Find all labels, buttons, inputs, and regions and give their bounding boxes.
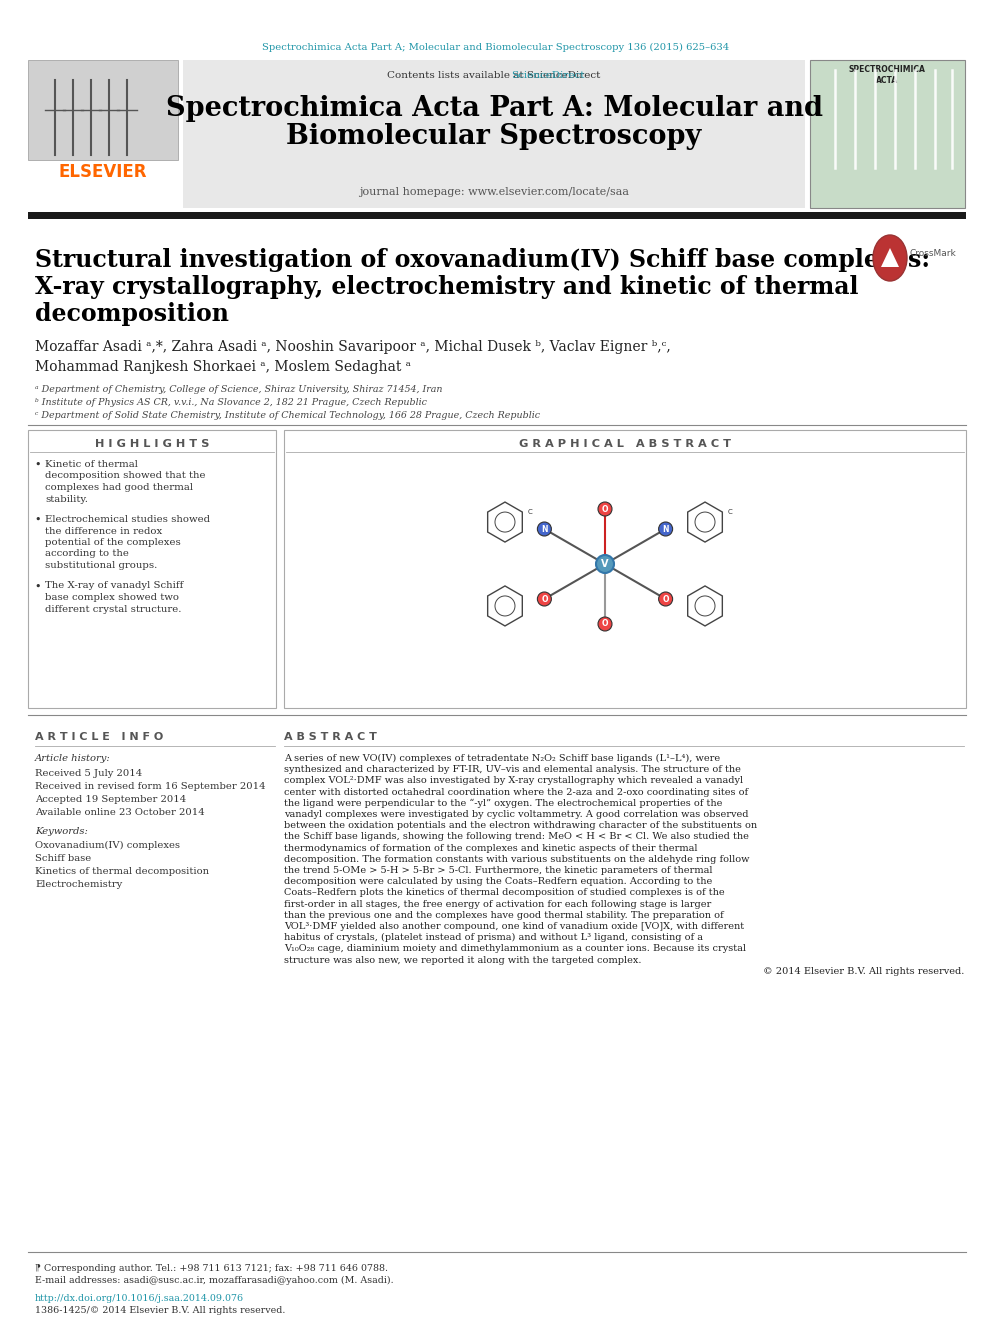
Text: decomposition were calculated by using the Coats–Redfern equation. According to : decomposition were calculated by using t…	[284, 877, 712, 886]
Text: the difference in redox: the difference in redox	[45, 527, 163, 536]
Text: H I G H L I G H T S: H I G H L I G H T S	[95, 439, 209, 448]
Circle shape	[659, 523, 673, 536]
Text: Mozaffar Asadi ᵃ,*, Zahra Asadi ᵃ, Nooshin Savaripoor ᵃ, Michal Dusek ᵇ, Vaclav : Mozaffar Asadi ᵃ,*, Zahra Asadi ᵃ, Noosh…	[35, 340, 671, 355]
Text: ᵃ Department of Chemistry, College of Science, Shiraz University, Shiraz 71454, : ᵃ Department of Chemistry, College of Sc…	[35, 385, 442, 394]
Text: Available online 23 October 2014: Available online 23 October 2014	[35, 808, 204, 818]
Circle shape	[596, 556, 614, 573]
Text: ⁋ Corresponding author. Tel.: +98 711 613 7121; fax: +98 711 646 0788.: ⁋ Corresponding author. Tel.: +98 711 61…	[35, 1263, 388, 1273]
Text: A R T I C L E   I N F O: A R T I C L E I N F O	[35, 732, 164, 742]
Bar	[28, 430, 276, 708]
Text: habitus of crystals, (platelet instead of prisma) and without L³ ligand, consist: habitus of crystals, (platelet instead o…	[284, 933, 703, 942]
Text: O: O	[602, 504, 608, 513]
Text: structure was also new, we reported it along with the targeted complex.: structure was also new, we reported it a…	[284, 955, 642, 964]
Text: Kinetic of thermal: Kinetic of thermal	[45, 460, 138, 468]
Text: Electrochemical studies showed: Electrochemical studies showed	[45, 515, 210, 524]
Text: decomposition showed that the: decomposition showed that the	[45, 471, 205, 480]
Text: O: O	[602, 619, 608, 628]
Text: Coats–Redfern plots the kinetics of thermal decomposition of studied complexes i: Coats–Redfern plots the kinetics of ther…	[284, 889, 724, 897]
Text: potential of the complexes: potential of the complexes	[45, 538, 181, 546]
Text: different crystal structure.: different crystal structure.	[45, 605, 182, 614]
Text: C: C	[528, 509, 533, 515]
Text: decomposition. The formation constants with various substituents on the aldehyde: decomposition. The formation constants w…	[284, 855, 750, 864]
Text: 1386-1425/© 2014 Elsevier B.V. All rights reserved.: 1386-1425/© 2014 Elsevier B.V. All right…	[35, 1306, 286, 1315]
Text: Biomolecular Spectroscopy: Biomolecular Spectroscopy	[287, 123, 701, 149]
Text: Structural investigation of oxovanadium(IV) Schiff base complexes:: Structural investigation of oxovanadium(…	[35, 247, 930, 273]
Text: •: •	[35, 515, 42, 525]
Text: A series of new VO(IV) complexes of tetradentate N₂O₂ Schiff base ligands (L¹–L⁴: A series of new VO(IV) complexes of tetr…	[284, 754, 720, 763]
Text: V: V	[601, 560, 609, 569]
Text: complexes had good thermal: complexes had good thermal	[45, 483, 193, 492]
Text: journal homepage: www.elsevier.com/locate/saa: journal homepage: www.elsevier.com/locat…	[359, 187, 629, 197]
Circle shape	[538, 523, 552, 536]
Text: ELSEVIER: ELSEVIER	[59, 163, 147, 181]
Text: Mohammad Ranjkesh Shorkaei ᵃ, Moslem Sedaghat ᵃ: Mohammad Ranjkesh Shorkaei ᵃ, Moslem Sed…	[35, 360, 411, 374]
Text: thermodynamics of formation of the complexes and kinetic aspects of their therma: thermodynamics of formation of the compl…	[284, 844, 697, 852]
Text: ᶜ Department of Solid State Chemistry, Institute of Chemical Technology, 166 28 : ᶜ Department of Solid State Chemistry, I…	[35, 411, 540, 419]
Text: •: •	[35, 582, 42, 591]
Text: first-order in all stages, the free energy of activation for each following stag: first-order in all stages, the free ener…	[284, 900, 711, 909]
Text: Spectrochimica Acta Part A; Molecular and Biomolecular Spectroscopy 136 (2015) 6: Spectrochimica Acta Part A; Molecular an…	[262, 42, 730, 52]
Text: •: •	[35, 460, 42, 470]
Text: ᵇ Institute of Physics AS CR, v.v.i., Na Slovance 2, 182 21 Prague, Czech Republ: ᵇ Institute of Physics AS CR, v.v.i., Na…	[35, 398, 427, 407]
Text: Kinetics of thermal decomposition: Kinetics of thermal decomposition	[35, 867, 209, 876]
Text: between the oxidation potentials and the electron withdrawing character of the s: between the oxidation potentials and the…	[284, 822, 757, 831]
Text: than the previous one and the complexes have good thermal stability. The prepara: than the previous one and the complexes …	[284, 910, 723, 919]
Text: G R A P H I C A L   A B S T R A C T: G R A P H I C A L A B S T R A C T	[519, 439, 731, 448]
Text: synthesized and characterized by FT-IR, UV–vis and elemental analysis. The struc: synthesized and characterized by FT-IR, …	[284, 765, 741, 774]
Text: http://dx.doi.org/10.1016/j.saa.2014.09.076: http://dx.doi.org/10.1016/j.saa.2014.09.…	[35, 1294, 244, 1303]
Text: O: O	[663, 594, 669, 603]
Text: base complex showed two: base complex showed two	[45, 593, 179, 602]
Text: substitutional groups.: substitutional groups.	[45, 561, 158, 570]
Text: E-mail addresses: asadi@susc.ac.ir, mozaffarasadi@yahoo.com (M. Asadi).: E-mail addresses: asadi@susc.ac.ir, moza…	[35, 1275, 394, 1285]
Text: ScienceDirect: ScienceDirect	[511, 70, 584, 79]
Text: C: C	[728, 509, 732, 515]
Text: V₁₀O₂₈ cage, diaminium moiety and dimethylammonium as a counter ions. Because it: V₁₀O₂₈ cage, diaminium moiety and dimeth…	[284, 945, 746, 954]
Text: N: N	[541, 524, 548, 533]
Bar	[183, 60, 805, 208]
Text: A B S T R A C T: A B S T R A C T	[284, 732, 377, 742]
Text: Received in revised form 16 September 2014: Received in revised form 16 September 20…	[35, 782, 266, 791]
Text: Oxovanadium(IV) complexes: Oxovanadium(IV) complexes	[35, 841, 180, 851]
Circle shape	[598, 617, 612, 631]
Circle shape	[659, 591, 673, 606]
Bar	[28, 60, 178, 160]
Text: Article history:: Article history:	[35, 754, 111, 763]
Text: © 2014 Elsevier B.V. All rights reserved.: © 2014 Elsevier B.V. All rights reserved…	[763, 967, 964, 976]
Text: CrossMark: CrossMark	[910, 249, 956, 258]
Text: VOL³·DMF yielded also another compound, one kind of vanadium oxide [VO]X, with d: VOL³·DMF yielded also another compound, …	[284, 922, 744, 931]
Text: N: N	[663, 524, 669, 533]
Text: The X-ray of vanadyl Schiff: The X-ray of vanadyl Schiff	[45, 582, 184, 590]
Text: Contents lists available at ScienceDirect: Contents lists available at ScienceDirec…	[387, 70, 601, 79]
Text: Electrochemistry: Electrochemistry	[35, 880, 122, 889]
Text: vanadyl complexes were investigated by cyclic voltammetry. A good correlation wa: vanadyl complexes were investigated by c…	[284, 810, 749, 819]
Polygon shape	[881, 247, 899, 267]
Text: the trend 5-OMe > 5-H > 5-Br > 5-Cl. Furthermore, the kinetic parameters of ther: the trend 5-OMe > 5-H > 5-Br > 5-Cl. Fur…	[284, 867, 712, 875]
Text: X-ray crystallography, electrochemistry and kinetic of thermal: X-ray crystallography, electrochemistry …	[35, 275, 858, 299]
Bar	[28, 212, 966, 220]
Text: Accepted 19 September 2014: Accepted 19 September 2014	[35, 795, 186, 804]
Circle shape	[598, 501, 612, 516]
Text: complex VOL²·DMF was also investigated by X-ray crystallography which revealed a: complex VOL²·DMF was also investigated b…	[284, 777, 743, 786]
Text: the Schiff base ligands, showing the following trend: MeO < H < Br < Cl. We also: the Schiff base ligands, showing the fol…	[284, 832, 749, 841]
Text: the ligand were perpendicular to the “-yl” oxygen. The electrochemical propertie: the ligand were perpendicular to the “-y…	[284, 799, 722, 808]
Ellipse shape	[873, 235, 907, 280]
Text: stability.: stability.	[45, 495, 88, 504]
Bar	[284, 430, 966, 708]
Text: SPECTROCHIMICA
ACTA: SPECTROCHIMICA ACTA	[848, 65, 926, 86]
Bar	[810, 60, 965, 208]
Text: decomposition: decomposition	[35, 302, 229, 325]
Text: center with distorted octahedral coordination where the 2-aza and 2-oxo coordina: center with distorted octahedral coordin…	[284, 787, 748, 796]
Text: O: O	[541, 594, 548, 603]
Text: Keywords:: Keywords:	[35, 827, 88, 836]
Text: according to the: according to the	[45, 549, 129, 558]
Text: Schiff base: Schiff base	[35, 855, 91, 863]
Text: Received 5 July 2014: Received 5 July 2014	[35, 769, 142, 778]
Text: Spectrochimica Acta Part A: Molecular and: Spectrochimica Acta Part A: Molecular an…	[166, 94, 822, 122]
Circle shape	[538, 591, 552, 606]
